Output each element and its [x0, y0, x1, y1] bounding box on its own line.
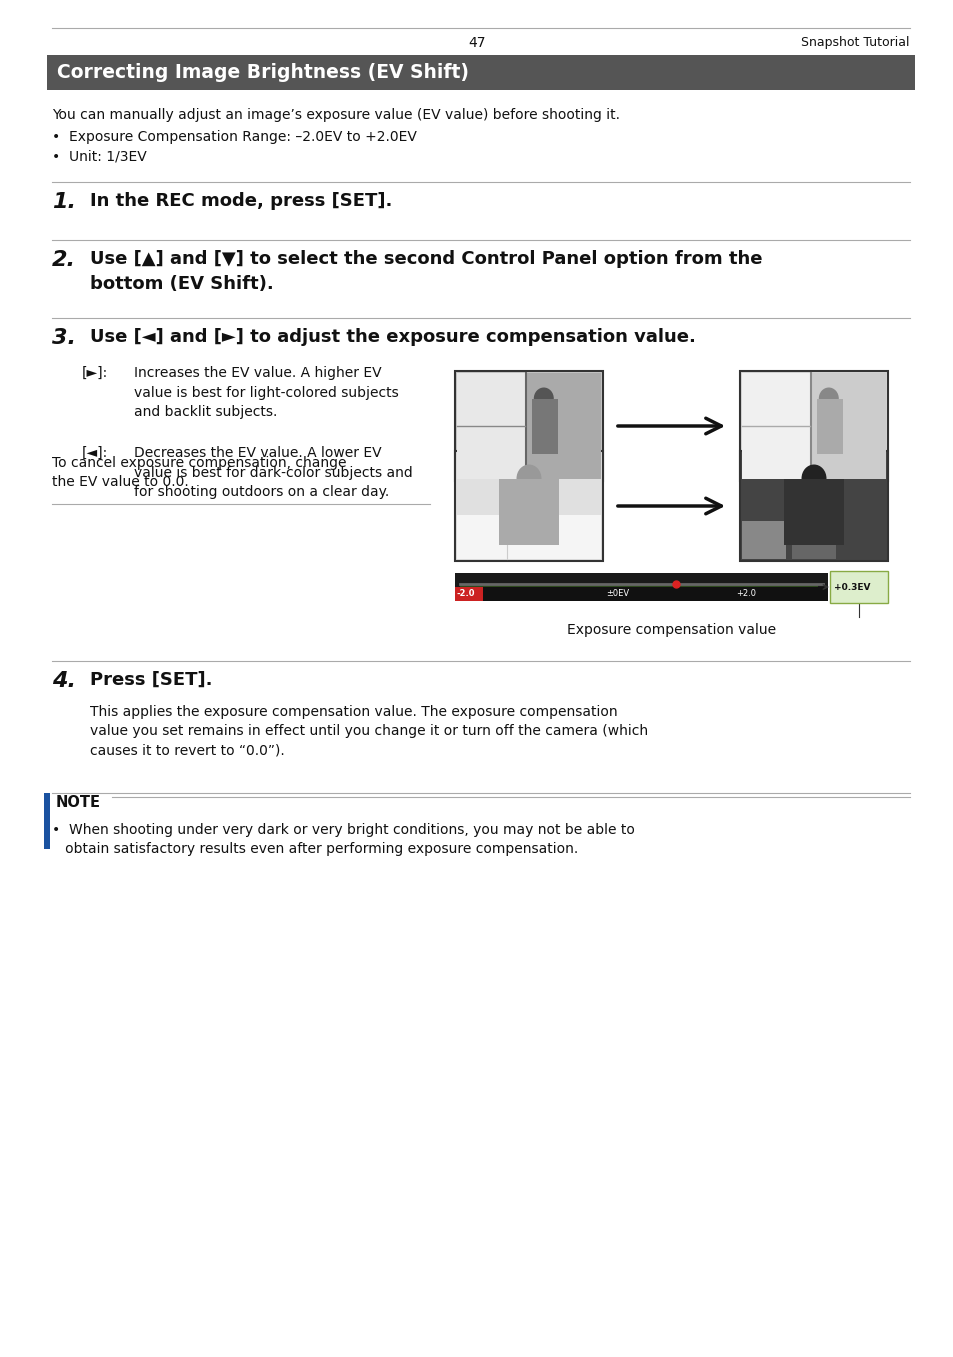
Bar — [791, 521, 836, 559]
Bar — [740, 451, 887, 560]
Text: You can manually adjust an image’s exposure value (EV value) before shooting it.: You can manually adjust an image’s expos… — [52, 109, 619, 122]
Text: 1.: 1. — [52, 191, 76, 212]
Ellipse shape — [818, 388, 838, 410]
Text: In the REC mode, press [SET].: In the REC mode, press [SET]. — [90, 191, 392, 210]
Bar — [783, 479, 843, 544]
Bar — [455, 451, 602, 560]
Text: 47: 47 — [468, 37, 485, 50]
Bar — [741, 521, 785, 559]
Bar — [47, 56, 914, 90]
Bar — [455, 573, 827, 601]
Text: •  Exposure Compensation Range: –2.0EV to +2.0EV: • Exposure Compensation Range: –2.0EV to… — [52, 130, 416, 144]
Text: To cancel exposure compensation, change
the EV value to 0.0.: To cancel exposure compensation, change … — [52, 456, 346, 490]
Text: -2.0: -2.0 — [456, 589, 475, 598]
Bar — [498, 479, 558, 544]
Bar — [740, 370, 887, 480]
Text: 4.: 4. — [52, 670, 76, 691]
Ellipse shape — [534, 388, 554, 410]
Text: •  Unit: 1/3EV: • Unit: 1/3EV — [52, 151, 147, 164]
Bar — [816, 399, 841, 453]
Text: 3.: 3. — [52, 328, 76, 347]
Text: 2.: 2. — [52, 250, 76, 270]
Bar — [455, 370, 602, 480]
Bar — [525, 373, 600, 479]
Text: Correcting Image Brightness (EV Shift): Correcting Image Brightness (EV Shift) — [57, 62, 469, 81]
Text: NOTE: NOTE — [56, 795, 101, 810]
Text: Exposure compensation value: Exposure compensation value — [566, 623, 775, 636]
Text: Snapshot Tutorial: Snapshot Tutorial — [801, 37, 909, 49]
Text: [◄]:: [◄]: — [82, 446, 108, 460]
Text: •  When shooting under very dark or very bright conditions, you may not be able : • When shooting under very dark or very … — [52, 822, 634, 856]
Bar — [455, 588, 827, 601]
Text: Use [◄] and [►] to adjust the exposure compensation value.: Use [◄] and [►] to adjust the exposure c… — [90, 328, 695, 346]
Bar — [455, 588, 482, 601]
Text: Decreases the EV value. A lower EV
value is best for dark-color subjects and
for: Decreases the EV value. A lower EV value… — [133, 446, 413, 499]
Text: This applies the exposure compensation value. The exposure compensation
value yo: This applies the exposure compensation v… — [90, 706, 647, 759]
Bar — [456, 516, 600, 559]
Bar — [829, 571, 887, 603]
Text: Press [SET].: Press [SET]. — [90, 670, 213, 689]
Bar — [456, 373, 525, 479]
Text: Increases the EV value. A higher EV
value is best for light-colored subjects
and: Increases the EV value. A higher EV valu… — [133, 366, 398, 419]
Ellipse shape — [801, 464, 825, 493]
Text: Use [▲] and [▼] to select the second Control Panel option from the
bottom (EV Sh: Use [▲] and [▼] to select the second Con… — [90, 250, 761, 293]
Ellipse shape — [516, 464, 541, 493]
Bar — [459, 585, 817, 598]
Text: +2.0: +2.0 — [736, 589, 756, 598]
Bar — [44, 792, 50, 849]
Bar — [531, 399, 558, 453]
Bar — [810, 373, 885, 479]
Text: [►]:: [►]: — [82, 366, 108, 380]
Text: +0.3EV: +0.3EV — [833, 582, 869, 592]
Bar — [741, 373, 810, 479]
Text: ±0EV: ±0EV — [606, 589, 629, 598]
